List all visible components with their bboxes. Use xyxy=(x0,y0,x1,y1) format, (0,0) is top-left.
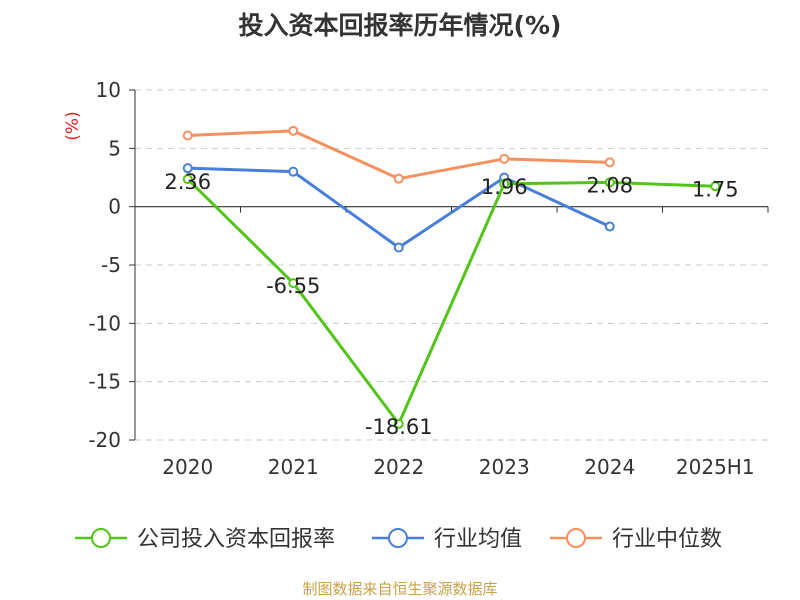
data-point xyxy=(499,178,510,189)
grid xyxy=(135,89,768,441)
data-label: 2.08 xyxy=(586,173,633,197)
y-tick-label: 10 xyxy=(96,78,121,102)
data-point xyxy=(604,157,615,168)
data-point xyxy=(393,173,404,184)
data-point xyxy=(288,166,299,177)
data-point xyxy=(182,130,193,141)
x-tick-label: 2020 xyxy=(162,455,213,479)
data-point xyxy=(182,163,193,174)
legend: 公司投入资本回报率 行业均值 行业中位数 xyxy=(75,527,722,552)
data-labels: 2.36 -6.55 -18.61 1.96 2.08 1.75 xyxy=(164,170,738,439)
data-point xyxy=(710,181,721,192)
series-layer xyxy=(182,125,721,429)
data-label: -6.55 xyxy=(266,274,320,298)
axes: 10 5 0 -5 -10 -15 -20 2020 2021 2022 2023 2024 2025H… xyxy=(63,78,769,479)
legend-marker xyxy=(388,528,408,548)
data-label: 1.75 xyxy=(692,177,739,201)
data-point xyxy=(604,177,615,188)
y-tick-label: 0 xyxy=(108,195,121,219)
data-label: 1.96 xyxy=(481,175,528,199)
legend-label: 行业中位数 xyxy=(612,527,722,552)
legend-label: 公司投入资本回报率 xyxy=(137,527,335,552)
data-point xyxy=(393,242,404,253)
data-label: 2.36 xyxy=(164,170,211,194)
y-tick-label: -10 xyxy=(88,311,121,335)
y-tick-label: -20 xyxy=(88,428,121,452)
y-tick-label: -15 xyxy=(88,370,121,394)
chart-title: 投入资本回报率历年情况(%) xyxy=(238,11,562,40)
legend-marker xyxy=(91,528,111,548)
x-tick-label: 2021 xyxy=(268,455,319,479)
data-point xyxy=(393,418,404,429)
x-tick-label: 2025H1 xyxy=(676,455,755,479)
data-point xyxy=(499,153,510,164)
data-label: -18.61 xyxy=(365,415,433,439)
data-point xyxy=(604,221,615,232)
y-tick-label: 5 xyxy=(108,136,121,160)
source-note: 制图数据来自恒生聚源数据库 xyxy=(302,580,498,598)
y-axis-label: (%) xyxy=(63,111,83,140)
y-tick-label: -5 xyxy=(101,253,121,277)
data-point xyxy=(288,278,299,289)
x-tick-label: 2022 xyxy=(373,455,424,479)
data-point xyxy=(288,125,299,136)
series-line xyxy=(186,178,716,426)
x-tick-label: 2023 xyxy=(479,455,530,479)
legend-label: 行业均值 xyxy=(434,527,522,552)
data-point xyxy=(182,174,193,185)
x-tick-label: 2024 xyxy=(584,455,635,479)
legend-marker xyxy=(566,528,586,548)
